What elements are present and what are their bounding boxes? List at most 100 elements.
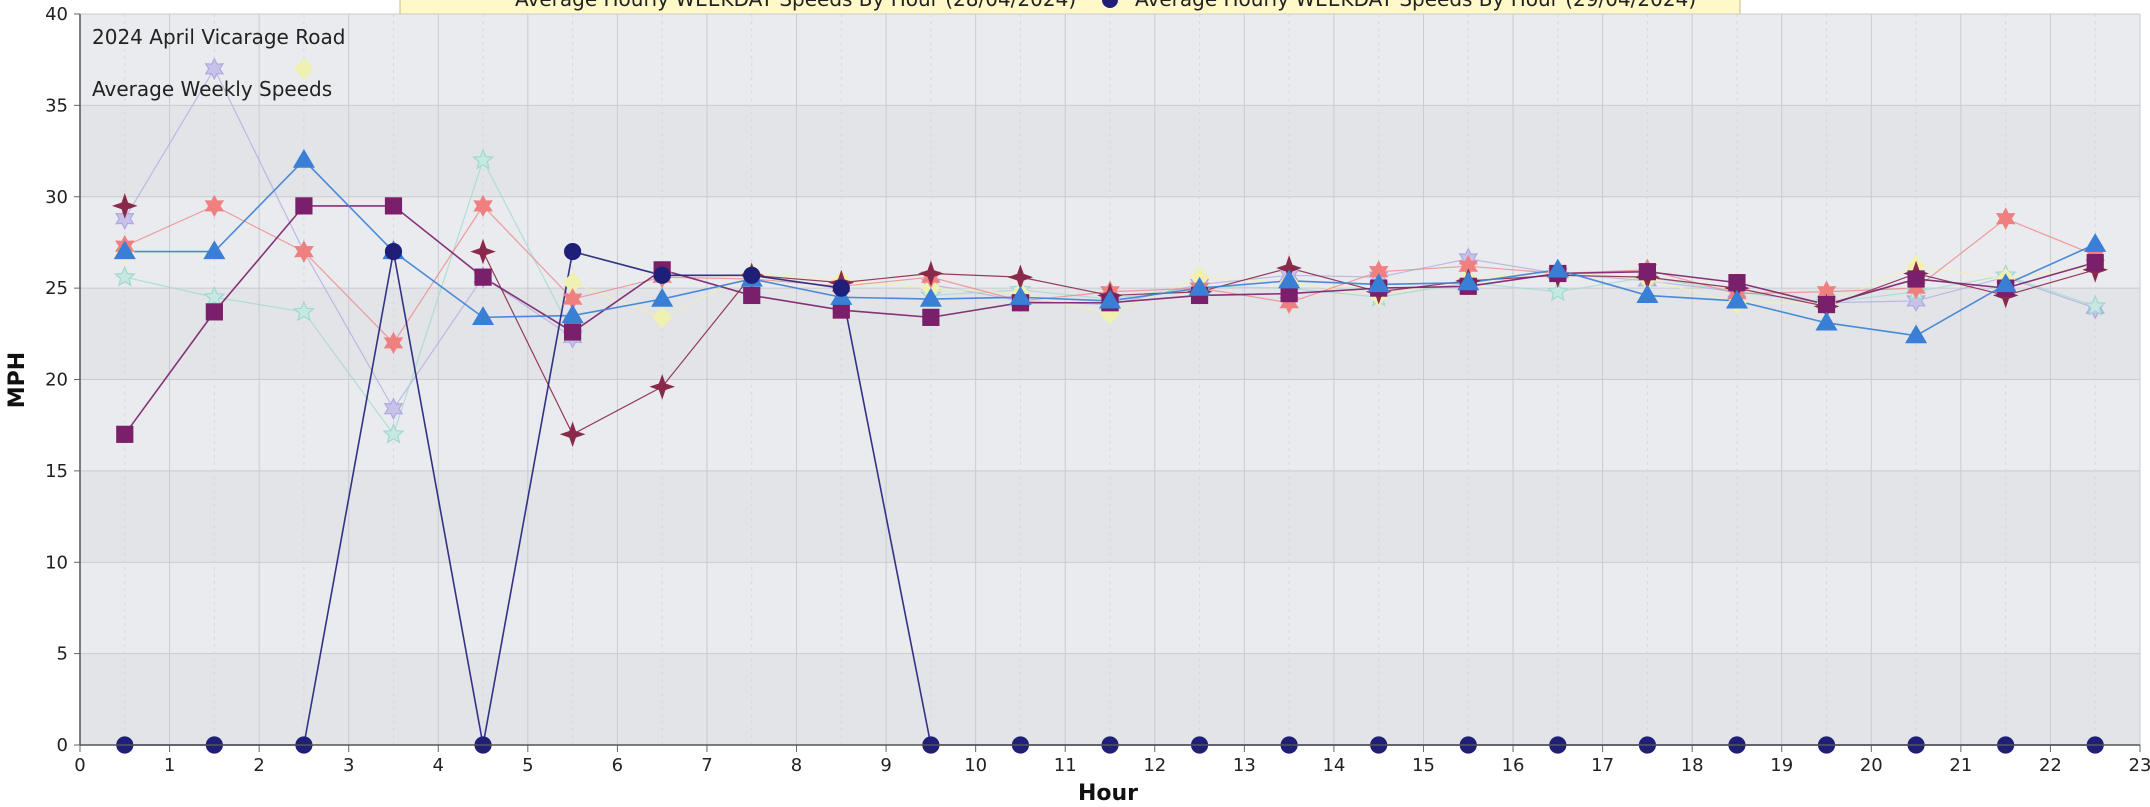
data-point-s0 bbox=[653, 266, 671, 284]
data-point-s2 bbox=[922, 308, 940, 326]
data-point-s1 bbox=[113, 240, 136, 260]
data-point-s4 bbox=[204, 194, 225, 218]
data-point-s3 bbox=[111, 193, 138, 219]
data-point-s3 bbox=[918, 260, 944, 287]
data-point-s2 bbox=[1728, 274, 1746, 292]
data-point-s3 bbox=[470, 238, 496, 265]
y-axis-title: MPH bbox=[5, 352, 30, 408]
data-point-s1 bbox=[1188, 276, 1211, 296]
x-tick-label: 2 bbox=[253, 755, 264, 776]
x-tick-label: 22 bbox=[2039, 755, 2062, 776]
x-tick-label: 15 bbox=[1412, 755, 1435, 776]
data-point-s1 bbox=[1905, 324, 1928, 344]
data-point-s0 bbox=[564, 242, 582, 261]
data-point-s4 bbox=[1279, 291, 1299, 314]
data-point-s6 bbox=[2084, 294, 2107, 316]
data-point-s2 bbox=[205, 303, 223, 321]
annotation-title: 2024 April Vicarage Road bbox=[92, 25, 345, 49]
data-point-s1 bbox=[1278, 269, 1301, 289]
y-tick-label: 20 bbox=[45, 370, 68, 391]
data-point-s2 bbox=[384, 197, 403, 215]
x-axis-title: Hour bbox=[1078, 781, 1138, 806]
data-point-s3 bbox=[649, 373, 676, 400]
data-point-s2 bbox=[743, 286, 761, 305]
data-point-s1 bbox=[471, 306, 495, 325]
x-tick-label: 19 bbox=[1770, 755, 1793, 776]
data-point-s1 bbox=[919, 287, 942, 307]
x-tick-label: 11 bbox=[1054, 755, 1077, 776]
data-point-s1 bbox=[1994, 273, 2017, 293]
data-point-s1 bbox=[1546, 258, 1569, 278]
y-tick-label: 10 bbox=[45, 552, 68, 573]
x-tick-label: 9 bbox=[880, 755, 891, 776]
x-tick-label: 4 bbox=[433, 755, 444, 776]
x-tick-label: 3 bbox=[343, 755, 354, 776]
x-tick-label: 8 bbox=[791, 755, 802, 776]
data-point-s5 bbox=[294, 57, 314, 80]
data-point-s6 bbox=[1546, 280, 1569, 302]
series-group bbox=[111, 57, 2109, 754]
data-point-s1 bbox=[1098, 289, 1122, 309]
x-tick-label: 23 bbox=[2129, 755, 2150, 776]
data-point-s3 bbox=[559, 421, 586, 448]
data-point-s1 bbox=[1725, 289, 1749, 309]
legend-entry-1: Average Hourly WEEKDAY Speeds By Hour (2… bbox=[515, 0, 1076, 11]
annotation-subtitle: Average Weekly Speeds bbox=[92, 77, 332, 101]
x-tick-label: 18 bbox=[1681, 755, 1704, 776]
y-tick-label: 30 bbox=[45, 187, 68, 208]
x-tick-label: 21 bbox=[1949, 755, 1972, 776]
y-tick-label: 0 bbox=[57, 735, 68, 756]
data-point-s2 bbox=[564, 323, 582, 341]
data-point-s1 bbox=[203, 240, 226, 260]
y-tick-label: 5 bbox=[57, 644, 68, 665]
y-tick-label: 25 bbox=[45, 278, 68, 299]
x-tick-label: 7 bbox=[701, 755, 712, 776]
y-tick-label: 40 bbox=[45, 4, 68, 25]
data-point-s1 bbox=[292, 149, 315, 168]
data-point-s1 bbox=[561, 304, 584, 324]
data-point-s4 bbox=[294, 240, 314, 263]
data-point-s4 bbox=[473, 194, 493, 218]
data-point-s2 bbox=[1817, 295, 1836, 314]
data-point-s4 bbox=[383, 331, 404, 355]
y-tick-label: 35 bbox=[45, 95, 68, 116]
legend-marker-circle bbox=[1102, 0, 1118, 8]
data-point-s6 bbox=[113, 265, 136, 287]
data-point-s1 bbox=[651, 287, 674, 307]
data-point-s7 bbox=[383, 397, 404, 420]
data-point-s2 bbox=[1907, 270, 1925, 288]
x-tick-label: 17 bbox=[1591, 755, 1614, 776]
x-tick-label: 20 bbox=[1860, 755, 1883, 776]
data-point-s0 bbox=[384, 242, 403, 261]
series-line-6 bbox=[930, 274, 2096, 307]
x-tick-label: 16 bbox=[1502, 755, 1525, 776]
data-point-s1 bbox=[1636, 284, 1659, 304]
data-point-s6 bbox=[292, 300, 315, 322]
x-tick-label: 12 bbox=[1143, 755, 1166, 776]
x-tick-label: 1 bbox=[164, 755, 175, 776]
data-point-s7 bbox=[1906, 289, 1926, 313]
x-tick-label: 14 bbox=[1322, 755, 1345, 776]
data-point-s1 bbox=[1009, 286, 1032, 305]
x-tick-label: 10 bbox=[964, 755, 987, 776]
data-point-s2 bbox=[474, 268, 492, 286]
data-point-s4 bbox=[1906, 276, 1926, 300]
x-tick-label: 6 bbox=[612, 755, 623, 776]
y-tick-label: 15 bbox=[45, 461, 68, 482]
data-point-s7 bbox=[114, 207, 135, 231]
x-tick-label: 0 bbox=[74, 755, 85, 776]
data-point-s7 bbox=[204, 57, 225, 81]
data-point-s2 bbox=[295, 197, 313, 215]
legend-entry-2: Average Hourly WEEKDAY Speeds By Hour (2… bbox=[1135, 0, 1696, 11]
data-point-s1 bbox=[2084, 233, 2107, 252]
x-tick-label: 13 bbox=[1233, 755, 1256, 776]
data-point-s1 bbox=[1457, 271, 1480, 291]
data-point-s6 bbox=[471, 148, 495, 170]
series-line-6 bbox=[124, 158, 574, 436]
data-point-s0 bbox=[832, 279, 850, 297]
data-point-s1 bbox=[1367, 273, 1390, 293]
data-point-s6 bbox=[203, 285, 226, 307]
data-point-s5 bbox=[652, 306, 672, 329]
